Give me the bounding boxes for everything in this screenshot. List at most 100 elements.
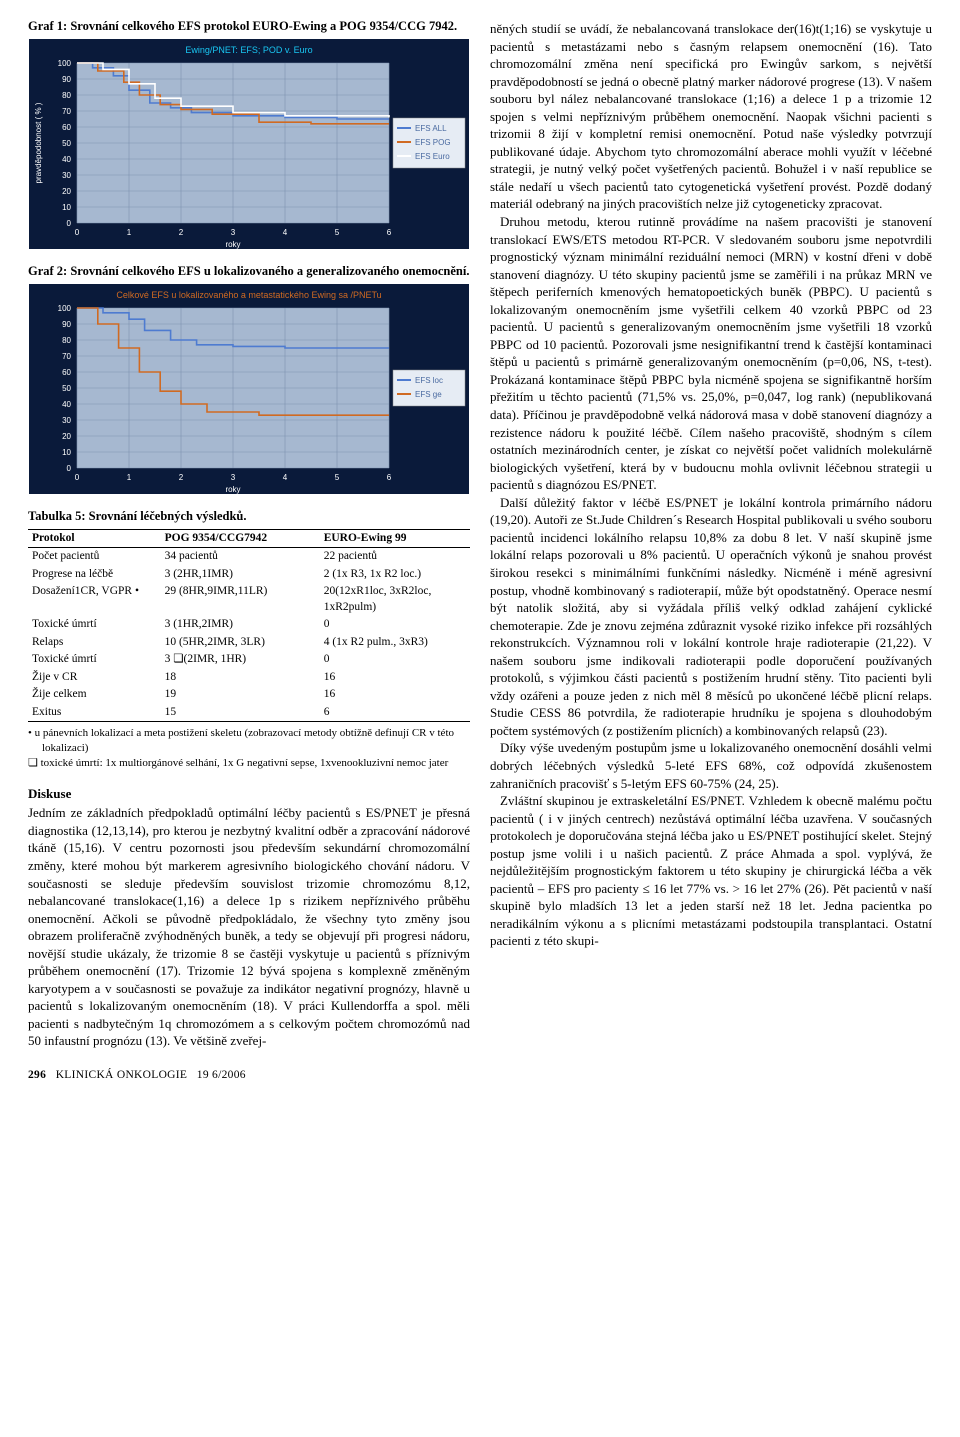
table5-body: Počet pacientů34 pacientů22 pacientůProg… xyxy=(28,548,470,722)
svg-text:60: 60 xyxy=(62,368,71,377)
svg-text:roky: roky xyxy=(225,240,240,249)
table5-title: Tabulka 5: Srovnání léčebných výsledků. xyxy=(28,508,470,525)
left-body: Jedním ze základních předpokladů optimál… xyxy=(28,804,470,1050)
table-cell: 4 (1x R2 pulm., 3xR3) xyxy=(320,634,470,652)
svg-text:6: 6 xyxy=(387,473,392,482)
svg-text:10: 10 xyxy=(62,448,71,457)
svg-text:20: 20 xyxy=(62,432,71,441)
svg-text:EFS ge: EFS ge xyxy=(415,390,442,399)
table-row: Progrese na léčbě3 (2HR,1IMR)2 (1x R3, 1… xyxy=(28,566,470,584)
svg-text:Celkové EFS u lokalizovaného a: Celkové EFS u lokalizovaného a metastati… xyxy=(116,290,381,300)
svg-text:1: 1 xyxy=(127,473,132,482)
page: Graf 1: Srovnání celkového EFS protokol … xyxy=(28,18,932,1050)
table-header: EURO-Ewing 99 xyxy=(320,529,470,548)
table-cell: 0 xyxy=(320,616,470,634)
svg-text:70: 70 xyxy=(62,352,71,361)
svg-text:80: 80 xyxy=(62,336,71,345)
svg-text:50: 50 xyxy=(62,384,71,393)
table-row: Dosažení1CR, VGPR •29 (8HR,9IMR,11LR)20(… xyxy=(28,583,470,616)
svg-text:roky: roky xyxy=(225,485,240,494)
table-cell: 6 xyxy=(320,704,470,722)
footnote: toxické úmrtí: 1x multiorgánové selhání,… xyxy=(28,756,470,771)
table-cell: Progrese na léčbě xyxy=(28,566,161,584)
svg-text:10: 10 xyxy=(62,203,71,212)
fig2-caption: Graf 2: Srovnání celkového EFS u lokaliz… xyxy=(28,263,470,280)
svg-text:1: 1 xyxy=(127,228,132,237)
table-cell: 34 pacientů xyxy=(161,548,320,566)
table-cell: 10 (5HR,2IMR, 3LR) xyxy=(161,634,320,652)
table5-footnotes: u pánevních lokalizací a meta postižení … xyxy=(28,726,470,771)
table-row: Relaps10 (5HR,2IMR, 3LR)4 (1x R2 pulm., … xyxy=(28,634,470,652)
table-cell: 15 xyxy=(161,704,320,722)
body-paragraph: Druhou metodu, kterou rutinně provádíme … xyxy=(490,213,932,494)
svg-text:80: 80 xyxy=(62,91,71,100)
table-cell: Toxické úmrtí xyxy=(28,651,161,669)
body-paragraph: Zvláštní skupinou je extraskeletální ES/… xyxy=(490,792,932,950)
table-cell: 3 (1HR,2IMR) xyxy=(161,616,320,634)
journal-name: KLINICKÁ ONKOLOGIE xyxy=(56,1069,188,1081)
svg-text:EFS POG: EFS POG xyxy=(415,138,451,147)
table-cell: Žije v CR xyxy=(28,669,161,687)
svg-text:EFS loc: EFS loc xyxy=(415,376,443,385)
svg-text:5: 5 xyxy=(335,473,340,482)
table5: ProtokolPOG 9354/CCG7942EURO-Ewing 99 Po… xyxy=(28,529,470,723)
table-cell: 20(12xR1loc, 3xR2loc, 1xR2pulm) xyxy=(320,583,470,616)
svg-text:90: 90 xyxy=(62,75,71,84)
svg-text:60: 60 xyxy=(62,123,71,132)
table-row: Toxické úmrtí3 ❏(2IMR, 1HR)0 xyxy=(28,651,470,669)
table-cell: 16 xyxy=(320,686,470,704)
table-cell: 3 (2HR,1IMR) xyxy=(161,566,320,584)
table-cell: Dosažení1CR, VGPR • xyxy=(28,583,161,616)
table-row: Žije v CR1816 xyxy=(28,669,470,687)
table-cell: Toxické úmrtí xyxy=(28,616,161,634)
table-row: Počet pacientů34 pacientů22 pacientů xyxy=(28,548,470,566)
body-paragraph: Díky výše uvedeným postupům jsme u lokal… xyxy=(490,739,932,792)
table-header: Protokol xyxy=(28,529,161,548)
table-row: Žije celkem1916 xyxy=(28,686,470,704)
svg-text:4: 4 xyxy=(283,473,288,482)
issue: 19 6/2006 xyxy=(197,1069,246,1081)
svg-text:0: 0 xyxy=(67,464,72,473)
table-cell: 22 pacientů xyxy=(320,548,470,566)
table-row: Exitus156 xyxy=(28,704,470,722)
svg-text:30: 30 xyxy=(62,171,71,180)
table-cell: Počet pacientů xyxy=(28,548,161,566)
fig1-svg: Ewing/PNET: EFS; POD v. Euro010203040506… xyxy=(28,39,470,249)
page-footer: 296 KLINICKÁ ONKOLOGIE 19 6/2006 xyxy=(28,1068,932,1084)
svg-text:20: 20 xyxy=(62,187,71,196)
page-number: 296 xyxy=(28,1069,46,1081)
svg-text:70: 70 xyxy=(62,107,71,116)
table-cell: 29 (8HR,9IMR,11LR) xyxy=(161,583,320,616)
svg-text:3: 3 xyxy=(231,473,236,482)
footnote: u pánevních lokalizací a meta postižení … xyxy=(28,726,470,756)
svg-text:40: 40 xyxy=(62,155,71,164)
fig1-chart: Ewing/PNET: EFS; POD v. Euro010203040506… xyxy=(28,39,470,249)
table-cell: 16 xyxy=(320,669,470,687)
discussion-heading: Diskuse xyxy=(28,785,470,803)
fig1-caption: Graf 1: Srovnání celkového EFS protokol … xyxy=(28,18,470,35)
fig2-svg: Celkové EFS u lokalizovaného a metastati… xyxy=(28,284,470,494)
body-paragraph: Další důležitý faktor v léčbě ES/PNET je… xyxy=(490,494,932,740)
right-body: něných studií se uvádí, že nebalancovaná… xyxy=(490,20,932,950)
svg-text:2: 2 xyxy=(179,228,184,237)
table-cell: 19 xyxy=(161,686,320,704)
svg-text:4: 4 xyxy=(283,228,288,237)
svg-text:100: 100 xyxy=(58,59,72,68)
svg-text:Ewing/PNET: EFS; POD v. Euro: Ewing/PNET: EFS; POD v. Euro xyxy=(185,45,312,55)
fig2-chart: Celkové EFS u lokalizovaného a metastati… xyxy=(28,284,470,494)
table-cell: Žije celkem xyxy=(28,686,161,704)
column-left: Graf 1: Srovnání celkového EFS protokol … xyxy=(28,18,470,1050)
svg-text:pravděpodobnost ( % ): pravděpodobnost ( % ) xyxy=(34,102,43,183)
column-right: něných studií se uvádí, že nebalancovaná… xyxy=(490,18,932,1050)
table-cell: 18 xyxy=(161,669,320,687)
table-row: Toxické úmrtí3 (1HR,2IMR)0 xyxy=(28,616,470,634)
svg-text:EFS Euro: EFS Euro xyxy=(415,152,450,161)
body-paragraph: něných studií se uvádí, že nebalancovaná… xyxy=(490,20,932,213)
svg-text:0: 0 xyxy=(75,228,80,237)
svg-text:0: 0 xyxy=(67,219,72,228)
svg-text:50: 50 xyxy=(62,139,71,148)
svg-text:6: 6 xyxy=(387,228,392,237)
table-cell: 2 (1x R3, 1x R2 loc.) xyxy=(320,566,470,584)
table-cell: Relaps xyxy=(28,634,161,652)
svg-text:40: 40 xyxy=(62,400,71,409)
